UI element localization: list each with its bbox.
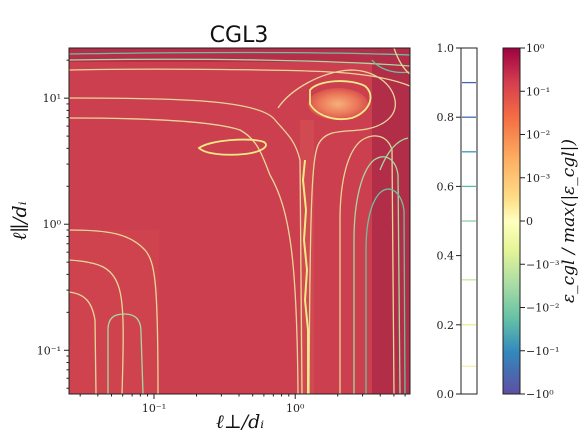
- contour-line: [365, 188, 406, 394]
- colorbar-tick-label: −10⁻³: [526, 258, 559, 271]
- contour-lines: [69, 48, 410, 394]
- contour-line: [353, 156, 401, 394]
- y-tick-label: 10⁰: [43, 218, 62, 231]
- colorbar-gradient: [502, 47, 521, 395]
- y-axis-label: ℓ∥/dᵢ: [9, 201, 31, 240]
- contour-line: [379, 137, 409, 171]
- contour-line: [69, 117, 299, 394]
- histogram-tick-label: 0.6: [437, 180, 455, 193]
- colorbar-tick-label: 10⁻¹: [526, 85, 550, 98]
- colorbar-label: ε_cgl / max(|ε_cgl|): [559, 139, 579, 303]
- colorbar-tick-label: −10⁻¹: [526, 345, 559, 358]
- x-axis-label: ℓ⊥/dᵢ: [216, 411, 264, 433]
- colorbar-tick-label: −10⁰: [526, 388, 554, 401]
- histogram-bar: 0.0 0.2 0.4 0.6 0.8 1.0: [437, 42, 478, 401]
- histogram-tick-label: 1.0: [437, 42, 455, 55]
- contour-line: [69, 51, 410, 56]
- histogram-tick-label: 0.8: [437, 111, 455, 124]
- heatmap-left-region: [69, 230, 159, 394]
- colorbar-tick-label: 10⁻³: [526, 172, 550, 185]
- contour-line: [197, 138, 267, 156]
- heatmap-upper-band: [69, 48, 410, 62]
- colorbar: 10⁰ 10⁻¹ 10⁻² 10⁻³ 0 −10⁻³ −10⁻² −10⁻¹ −10⁰: [502, 42, 559, 401]
- contour-line: [339, 135, 395, 394]
- contour-line: [107, 313, 144, 394]
- x-tick-label: 10⁻¹: [142, 402, 166, 415]
- x-axis: 10⁻¹ 10⁰: [79, 394, 406, 415]
- contour-line: [309, 80, 372, 120]
- contour-line: [277, 69, 396, 394]
- colorbar-tick-label: −10⁻²: [526, 302, 559, 315]
- y-axis: 10⁻¹ 10⁰ 10¹: [37, 59, 69, 389]
- y-tick-label: 10¹: [43, 92, 61, 105]
- histogram-tick-label: 0.4: [437, 250, 455, 263]
- histogram-tick-label: 0.2: [437, 319, 455, 332]
- heatmap-hotspot: [308, 88, 368, 120]
- contour-line: [69, 68, 410, 87]
- contour-line: [69, 229, 159, 394]
- colorbar-tick-label: 10⁻²: [526, 129, 550, 142]
- x-tick-label: 10⁰: [286, 402, 305, 415]
- chart-title: CGL3: [210, 23, 269, 48]
- y-tick-label: 10⁻¹: [37, 344, 61, 357]
- contour-line: [69, 291, 97, 394]
- colorbar-tick-label: 10⁰: [526, 42, 545, 55]
- contour-ridge: [301, 159, 309, 394]
- contour-line: [371, 59, 410, 74]
- colorbar-tick-label: 0: [526, 215, 533, 228]
- histogram-tick-label: 0.0: [437, 388, 455, 401]
- contour-line: [69, 259, 124, 394]
- contour-line: [393, 48, 410, 75]
- contour-line: [69, 97, 303, 394]
- heatmap-panel: [69, 48, 410, 394]
